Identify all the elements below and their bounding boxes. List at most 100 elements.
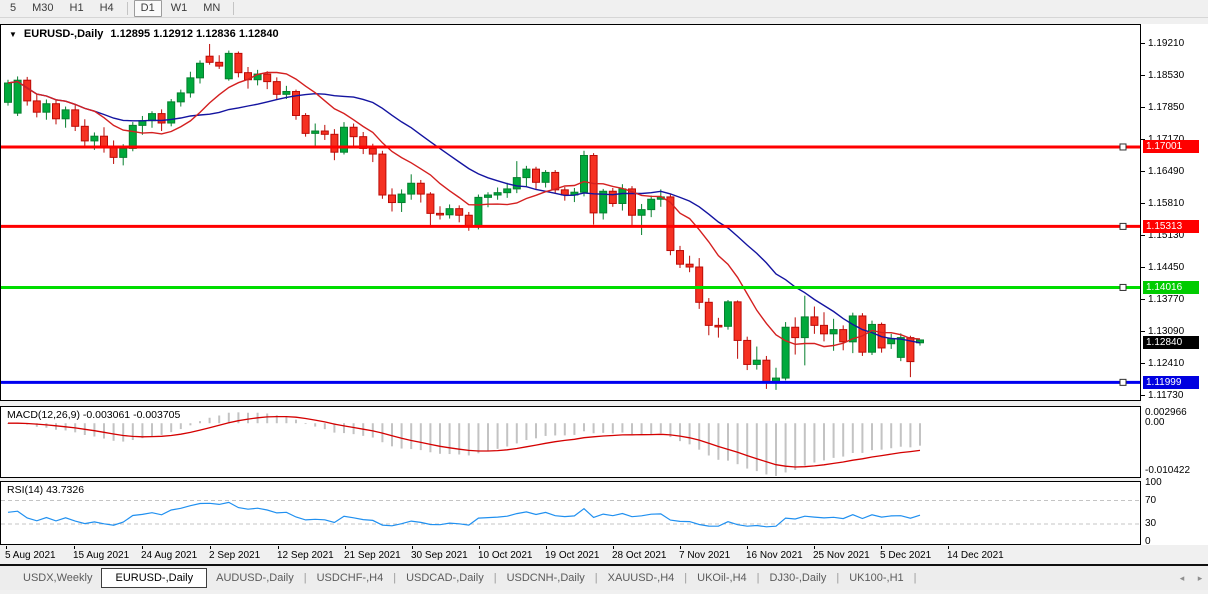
price-axis-label: 1.18530 [1148,69,1185,81]
tab-usdcad-daily[interactable]: USDCAD-,Daily [406,572,484,584]
tab-separator: | [913,572,917,584]
timeframe-button-h4[interactable]: H4 [99,2,114,14]
time-axis-label: 30 Sep 2021 [411,550,468,561]
hline-price-tag: 1.15313 [1143,219,1199,233]
axis-tick [1141,42,1145,44]
hline-handle[interactable] [1119,143,1127,151]
time-axis[interactable]: 5 Aug 2021 15 Aug 2021 24 Aug 2021 2 Sep 20… [0,546,1141,564]
timeframe-button-m30[interactable]: M30 [32,2,54,14]
axis-tick [1141,202,1145,204]
timeframe-toolbar: 5 M30 H1 H4 D1 W1 MN [0,0,1208,18]
slow-ma-line [7,80,921,344]
timeframe-button-d1[interactable]: D1 [133,0,162,17]
time-axis-tick [814,546,815,549]
hline-handle[interactable] [1119,222,1127,230]
main-chart-panel[interactable]: ▼ EURUSD-,Daily 1.12895 1.12912 1.12836 … [0,24,1141,401]
price-axis-label: 1.14450 [1148,261,1185,273]
time-axis-tick [6,546,7,549]
axis-tick [1141,362,1145,364]
tab-xauusd-h4[interactable]: XAUUSD-,H4 [607,572,675,584]
axis-tick [1141,266,1145,268]
axis-tick [1141,138,1145,140]
price-chart-canvas[interactable] [1,25,1140,400]
current-price-tag: 1.12840 [1143,336,1199,350]
price-axis-label: 1.13090 [1148,325,1185,337]
hline-price-tag: 1.14016 [1143,280,1199,294]
axis-tick [1141,234,1145,236]
time-axis-label: 24 Aug 2021 [141,550,198,561]
price-axis[interactable]: 1.19210 1.18530 1.17850 1.17170 1.16490 1.158… [1141,24,1208,547]
time-axis-label: 7 Nov 2021 [679,550,731,561]
time-axis-tick [613,546,614,549]
tab-separator: | [756,572,760,584]
time-axis-tick [948,546,949,549]
time-axis-label: 25 Nov 2021 [813,550,870,561]
hline-handle[interactable] [1119,283,1127,291]
time-axis-label: 12 Sep 2021 [277,550,334,561]
chart-ohlc-values: 1.12895 1.12912 1.12836 1.12840 [110,28,279,40]
tab-scroll-right-icon[interactable]: ▸ [1197,573,1203,583]
tab-separator: | [594,572,598,584]
tab-usdcnh-daily[interactable]: USDCNH-,Daily [506,572,585,584]
rsi-axis-label: 0 [1145,535,1151,547]
timeframe-button-mn[interactable]: MN [203,2,221,14]
toolbar-separator [233,2,235,15]
chart-symbol-label: EURUSD-,Daily [23,28,104,40]
tab-usdx-weekly[interactable]: USDX,Weekly [23,572,93,584]
price-axis-label: 1.15810 [1148,197,1185,209]
tab-eurusd-daily[interactable]: EURUSD-,Daily [101,568,208,588]
time-axis-tick [412,546,413,549]
time-axis-label: 5 Dec 2021 [880,550,932,561]
time-axis-tick [345,546,346,549]
tab-dj30-daily[interactable]: DJ30-,Daily [769,572,827,584]
fast-ma-line [7,71,921,348]
macd-signal-line [8,415,921,468]
macd-canvas [7,412,921,476]
time-axis-tick [74,546,75,549]
price-axis-label: 1.15130 [1148,229,1185,241]
axis-tick [1141,106,1145,108]
price-axis-label: 1.16490 [1148,165,1185,177]
time-axis-tick [680,546,681,549]
hline-handle[interactable] [1119,378,1127,386]
price-axis-label: 1.17850 [1148,101,1185,113]
time-axis-label: 19 Oct 2021 [545,550,600,561]
toolbar-separator [126,2,128,15]
time-axis-label: 16 Nov 2021 [746,550,803,561]
time-axis-label: 2 Sep 2021 [209,550,261,561]
tab-uk100-h1[interactable]: UK100-,H1 [849,572,904,584]
time-axis-label: 15 Aug 2021 [73,550,130,561]
macd-axis-label: 0.002966 [1145,407,1187,418]
support-resistance-lines [1,143,1140,386]
timeframe-button-w1[interactable]: W1 [170,2,188,14]
time-axis-label: 10 Oct 2021 [478,550,533,561]
tab-separator: | [303,572,307,584]
time-axis-label: 21 Sep 2021 [344,550,401,561]
chart-menu-icon[interactable]: ▼ [9,29,17,39]
tab-scroll-left-icon[interactable]: ◂ [1179,573,1185,583]
chart-tabs-bar: USDX,Weekly EURUSD-,Daily AUDUSD-,Daily | US… [0,564,1208,590]
price-axis-label: 1.12410 [1148,357,1185,369]
time-axis-tick [747,546,748,549]
time-axis-tick [210,546,211,549]
tab-separator: | [493,572,497,584]
axis-tick [1141,330,1145,332]
candles-layer [4,43,924,390]
tab-usdchf-h4[interactable]: USDCHF-,H4 [316,572,384,584]
timeframe-button-5[interactable]: 5 [10,2,17,14]
macd-axis-label: 0.00 [1145,417,1165,429]
macd-panel[interactable]: MACD(12,26,9) -0.003061 -0.003705 [0,406,1141,478]
tab-ukoil-h4[interactable]: UKOil-,H4 [697,572,747,584]
rsi-label: RSI(14) 43.7326 [7,484,85,496]
rsi-canvas [1,500,1140,528]
axis-tick [1141,170,1145,172]
rsi-panel[interactable]: RSI(14) 43.7326 [0,481,1141,545]
time-axis-tick [479,546,480,549]
price-axis-label: 1.11730 [1148,389,1184,401]
tab-separator: | [393,572,397,584]
price-axis-label: 1.13770 [1148,293,1185,305]
timeframe-button-h1[interactable]: H1 [69,2,84,14]
tab-audusd-daily[interactable]: AUDUSD-,Daily [216,572,294,584]
rsi-axis-label: 30 [1145,517,1157,529]
axis-tick [1141,74,1145,76]
